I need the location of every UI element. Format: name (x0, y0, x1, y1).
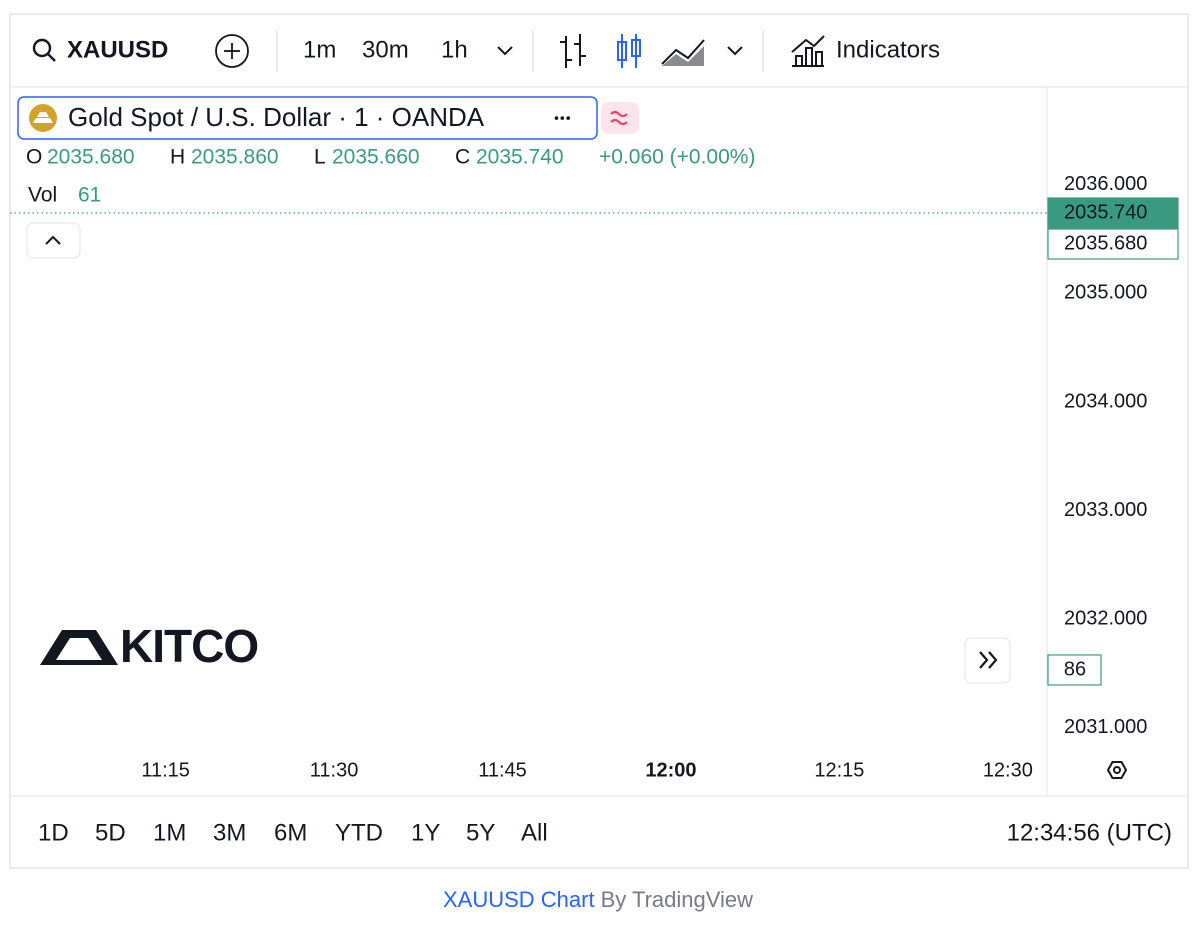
settings-icon (1113, 766, 1121, 774)
ohlc-value: 2035.740 (476, 146, 564, 169)
data-status-icon (610, 110, 628, 126)
symbol-name[interactable]: XAUUSD (67, 36, 168, 63)
footer-by: By TradingView (601, 887, 754, 912)
y-tick-label: 2031.000 (1064, 716, 1147, 738)
ohlc-value: 2035.680 (47, 146, 135, 169)
volume-tag-label: 86 (1064, 658, 1086, 680)
area-style-icon[interactable] (661, 39, 705, 65)
range-button[interactable]: 1Y (411, 819, 440, 846)
clock[interactable]: 12:34:56 (UTC) (1007, 819, 1172, 846)
ohlc-key: H (170, 146, 185, 169)
x-tick-label: 11:15 (141, 759, 190, 781)
search-icon[interactable] (32, 38, 52, 58)
indicators-icon[interactable] (791, 35, 825, 67)
symbol-title[interactable]: Gold Spot / U.S. Dollar · 1 · OANDA (68, 102, 485, 132)
interval-button[interactable]: 1m (303, 36, 336, 63)
footer-link[interactable]: XAUUSD Chart (443, 887, 595, 912)
price-tag (1047, 197, 1179, 229)
y-tick-label: 2035.000 (1064, 282, 1147, 304)
x-tick-label: 11:45 (478, 759, 527, 781)
interval-dropdown[interactable] (497, 46, 513, 56)
ohlc-value: 2035.860 (191, 146, 279, 169)
indicators-button[interactable]: Indicators (836, 36, 940, 63)
range-button[interactable]: All (521, 819, 548, 846)
data-status-badge (601, 102, 639, 134)
bar-style-icon[interactable] (560, 34, 586, 68)
y-tick-label: 2034.000 (1064, 390, 1147, 412)
price-change: +0.060 (+0.00%) (599, 146, 755, 169)
ohlc-key: O (26, 146, 42, 169)
legend-more[interactable]: ••• (554, 110, 572, 126)
volume-value: 61 (78, 184, 101, 207)
compare-button[interactable] (215, 34, 249, 68)
y-tick-label: 2033.000 (1064, 499, 1147, 521)
ohlc-value: 2035.660 (332, 146, 420, 169)
collapse-icon (45, 235, 61, 245)
range-button[interactable]: 6M (274, 819, 307, 846)
range-button[interactable]: 1D (38, 819, 69, 846)
candle-style-icon[interactable] (617, 41, 627, 61)
footer: XAUUSD Chart By TradingView (443, 887, 753, 912)
toolbar-icons (32, 34, 825, 68)
settings-button[interactable] (1106, 761, 1128, 779)
interval-button[interactable]: 30m (362, 36, 409, 63)
range-button[interactable]: 1M (153, 819, 186, 846)
toolbar-separators (276, 30, 764, 72)
gold-bars (33, 112, 53, 123)
y-tick-label: 2036.000 (1064, 173, 1147, 195)
ohlc-key: C (455, 146, 470, 169)
price-tag (1047, 228, 1179, 260)
range-button[interactable]: 5D (95, 819, 126, 846)
symbol-legend-box[interactable] (17, 96, 598, 140)
x-tick-label: 11:30 (310, 759, 359, 781)
ohlc-key: L (314, 146, 326, 169)
range-button[interactable]: 3M (213, 819, 246, 846)
price-tag-label: 2035.680 (1064, 232, 1147, 254)
interval-button[interactable]: 1h (441, 36, 468, 63)
y-tick-label: 2032.000 (1064, 608, 1147, 630)
x-tick-label: 12:30 (983, 759, 1033, 781)
style-dropdown[interactable] (727, 46, 743, 56)
collapse-legend-button[interactable] (26, 222, 81, 259)
x-tick-label: 12:15 (814, 759, 864, 781)
range-button[interactable]: 5Y (466, 819, 495, 846)
watermark-text: KITCO (120, 620, 258, 672)
x-tick-label: 12:00 (645, 759, 696, 781)
frame (9, 13, 1189, 869)
watermark-logo: KITCO (40, 620, 259, 672)
volume-key: Vol (28, 184, 57, 207)
range-button[interactable]: YTD (335, 819, 383, 846)
volume-tag (1047, 654, 1102, 686)
price-tag-label: 2035.740 (1064, 201, 1147, 223)
scroll-icon (979, 651, 998, 669)
